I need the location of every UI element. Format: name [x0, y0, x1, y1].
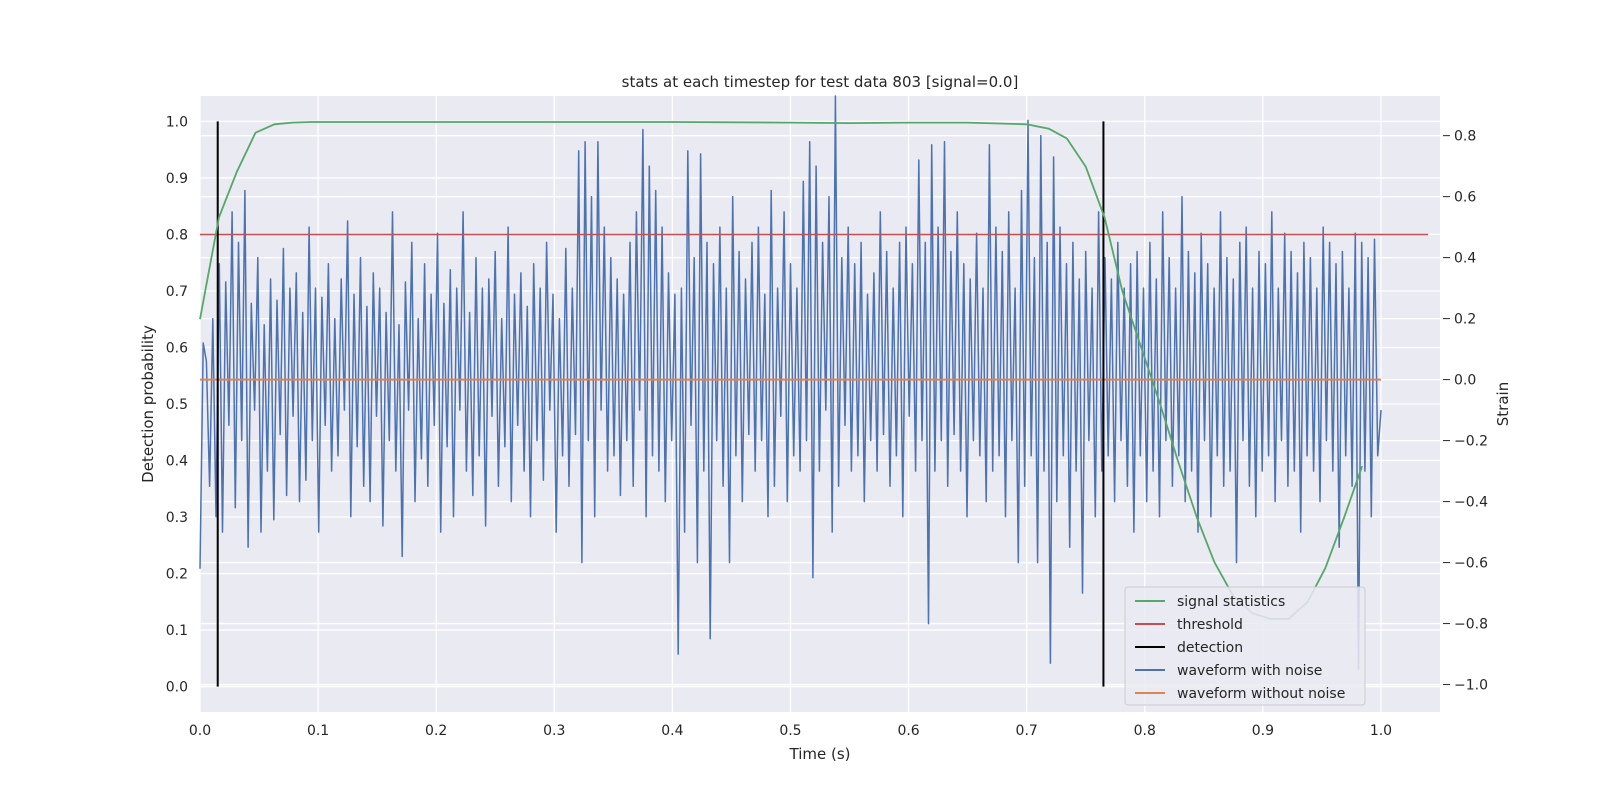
- y-right-tick-label: −0.8: [1454, 617, 1488, 633]
- y-right-tick-label: 0.0: [1454, 373, 1476, 389]
- y-right-tick-label: −0.6: [1454, 556, 1488, 572]
- legend-label: waveform without noise: [1177, 686, 1345, 702]
- legend: signal statistics threshold detection wavef…: [1124, 586, 1366, 706]
- y-left-tick-label: 0.9: [166, 171, 188, 187]
- y-right-tick-label: 0.6: [1454, 190, 1476, 206]
- y-axis-right-label: Strain: [1494, 382, 1512, 426]
- x-tick-label: 0.9: [1252, 723, 1274, 739]
- x-tick-label: 0.7: [1016, 723, 1038, 739]
- x-tick-label: 1.0: [1370, 723, 1392, 739]
- y-right-tick-label: −0.2: [1454, 434, 1488, 450]
- x-tick-label: 0.4: [661, 723, 683, 739]
- y-left-tick-label: 0.0: [166, 680, 188, 696]
- x-tick-label: 0.6: [897, 723, 919, 739]
- legend-label: threshold: [1177, 617, 1243, 633]
- y-left-tick-label: 0.5: [166, 397, 188, 413]
- y-axis-left-label: Detection probability: [139, 325, 157, 483]
- x-tick-label: 0.2: [425, 723, 447, 739]
- y-left-tick-label: 0.2: [166, 567, 188, 583]
- x-tick-label: 0.0: [189, 723, 211, 739]
- x-axis-label: Time (s): [789, 745, 851, 763]
- y-left-tick-label: 0.7: [166, 284, 188, 300]
- y-right-tick-label: −0.4: [1454, 495, 1488, 511]
- legend-label: waveform with noise: [1177, 663, 1322, 679]
- y-right-tick-label: 0.8: [1454, 129, 1476, 145]
- chart-title: stats at each timestep for test data 803…: [622, 73, 1019, 91]
- waveform-with-noise-line: [199, 95, 1382, 671]
- y-right-tick-label: −1.0: [1454, 678, 1488, 694]
- legend-label: signal statistics: [1177, 594, 1285, 610]
- y-left-tick-label: 0.4: [166, 454, 188, 470]
- y-left-tick-label: 0.1: [166, 623, 188, 639]
- x-tick-label: 0.5: [779, 723, 801, 739]
- x-tick-label: 0.1: [307, 723, 329, 739]
- y-left-tick-label: 1.0: [166, 114, 188, 130]
- y-left-tick-label: 0.6: [166, 340, 188, 356]
- ticks: 0.0 0.1 0.2 0.3 0.4 0.5 0.6 0.7 0.8 0.9 1.0 0.0 0.1 0…: [166, 114, 1488, 739]
- legend-label: detection: [1177, 640, 1243, 656]
- x-tick-label: 0.3: [543, 723, 565, 739]
- y-left-tick-label: 0.3: [166, 510, 188, 526]
- y-right-tick-label: 0.2: [1454, 312, 1476, 328]
- x-tick-label: 0.8: [1134, 723, 1156, 739]
- y-right-tick-label: 0.4: [1454, 251, 1476, 267]
- y-left-tick-label: 0.8: [166, 227, 188, 243]
- legend-box: [1124, 586, 1366, 706]
